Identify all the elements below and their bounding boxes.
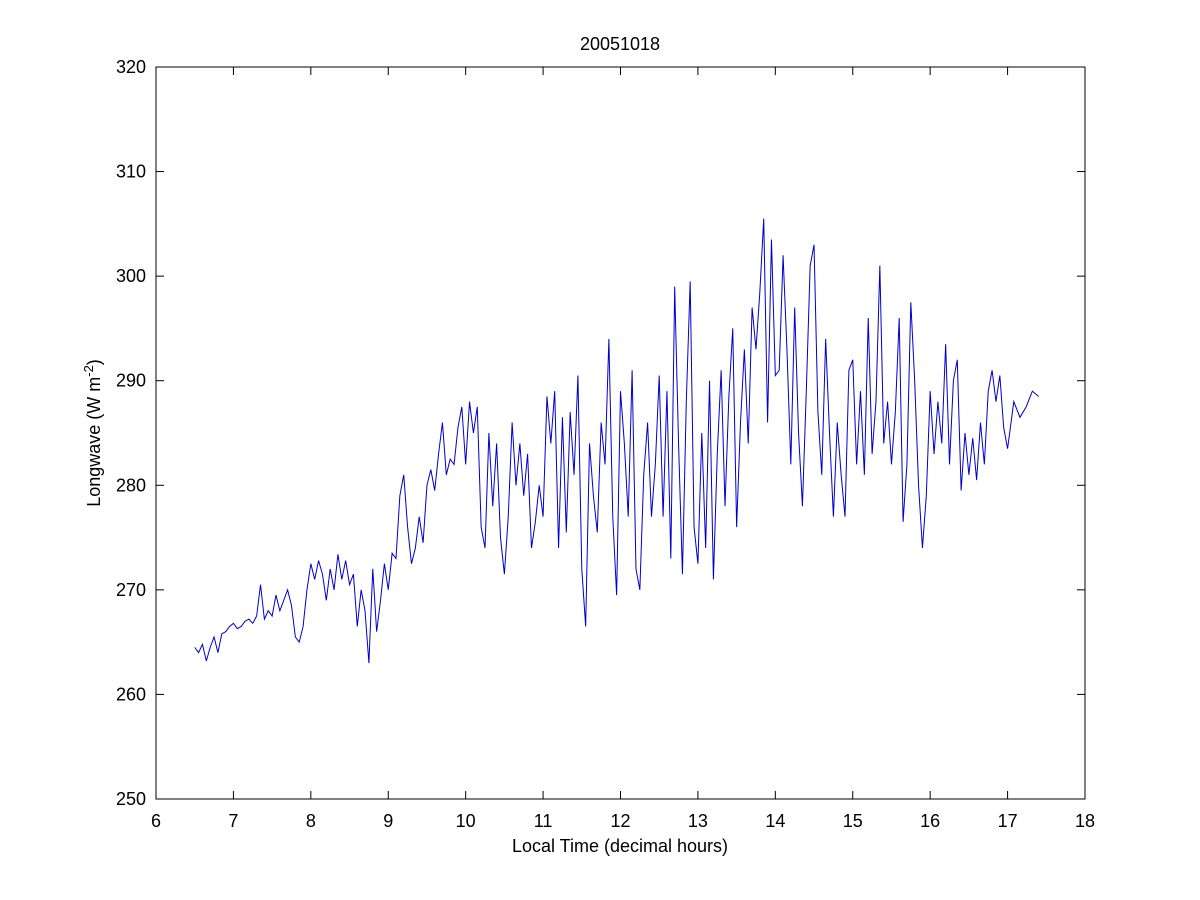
x-tick-label: 12 [610, 811, 630, 831]
y-tick-label: 290 [116, 371, 146, 391]
y-tick-label: 280 [116, 475, 146, 495]
x-tick-label: 11 [534, 811, 553, 831]
x-tick-label: 16 [920, 811, 940, 831]
y-tick-label: 250 [116, 789, 146, 809]
y-axis-label-suffix: ) [84, 359, 104, 365]
x-tick-label: 6 [151, 811, 161, 831]
y-axis-label-text: Longwave (W m [84, 377, 104, 507]
y-tick-label: 260 [116, 684, 146, 704]
x-tick-label: 10 [456, 811, 476, 831]
x-tick-label: 18 [1075, 811, 1095, 831]
x-tick-label: 9 [383, 811, 393, 831]
x-tick-label: 14 [765, 811, 785, 831]
data-line [194, 218, 1039, 664]
y-tick-label: 310 [116, 162, 146, 182]
chart-title: 20051018 [580, 34, 660, 54]
x-axis-label: Local Time (decimal hours) [512, 836, 728, 856]
x-tick-label: 7 [228, 811, 238, 831]
x-tick-label: 17 [998, 811, 1018, 831]
y-tick-label: 300 [116, 266, 146, 286]
x-tick-label: 13 [688, 811, 708, 831]
x-tick-label: 15 [843, 811, 863, 831]
y-axis-label: Longwave (W m-2) [81, 359, 104, 507]
x-tick-label: 8 [306, 811, 316, 831]
y-axis-label-superscript: -2 [81, 365, 96, 377]
y-tick-label: 320 [116, 57, 146, 77]
y-tick-label: 270 [116, 580, 146, 600]
